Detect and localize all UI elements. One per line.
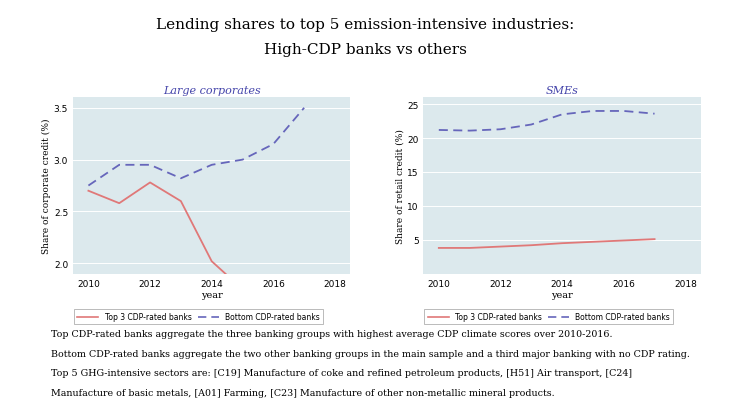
Title: SMEs: SMEs	[545, 86, 579, 96]
Title: Large corporates: Large corporates	[163, 86, 261, 96]
X-axis label: year: year	[201, 291, 223, 300]
Legend: Top 3 CDP-rated banks, Bottom CDP-rated banks: Top 3 CDP-rated banks, Bottom CDP-rated …	[74, 310, 323, 325]
Y-axis label: Share of corporate credit (%): Share of corporate credit (%)	[42, 119, 51, 254]
Legend: Top 3 CDP-rated banks, Bottom CDP-rated banks: Top 3 CDP-rated banks, Bottom CDP-rated …	[424, 310, 673, 325]
Y-axis label: Share of retail credit (%): Share of retail credit (%)	[395, 129, 404, 243]
Text: Top 5 GHG-intensive sectors are: [C19] Manufacture of coke and refined petroleum: Top 5 GHG-intensive sectors are: [C19] M…	[51, 369, 632, 378]
X-axis label: year: year	[551, 291, 573, 300]
Text: Bottom CDP-rated banks aggregate the two other banking groups in the main sample: Bottom CDP-rated banks aggregate the two…	[51, 349, 690, 358]
Text: Manufacture of basic metals, [A01] Farming, [C23] Manufacture of other non-metal: Manufacture of basic metals, [A01] Farmi…	[51, 388, 555, 397]
Text: High-CDP banks vs others: High-CDP banks vs others	[264, 43, 466, 57]
Text: Top CDP-rated banks aggregate the three banking groups with highest average CDP : Top CDP-rated banks aggregate the three …	[51, 329, 612, 338]
Text: Lending shares to top 5 emission-intensive industries:: Lending shares to top 5 emission-intensi…	[155, 18, 575, 32]
